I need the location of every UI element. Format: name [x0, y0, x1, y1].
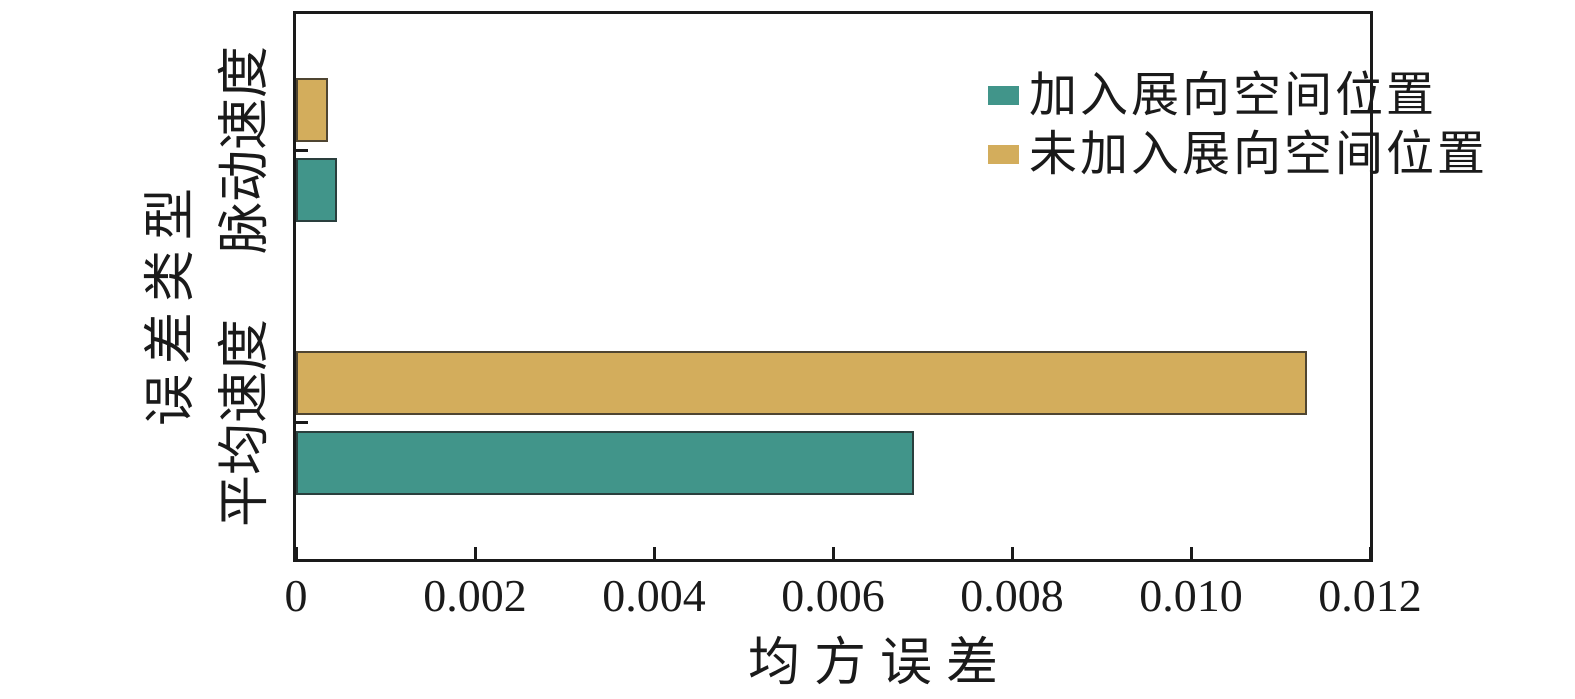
y-category-label: 脉动速度 [217, 46, 274, 255]
y-axis-label: 误差类型 [143, 177, 200, 427]
x-tick-mark [294, 547, 298, 559]
x-tick-label: 0 [284, 570, 308, 621]
x-tick-mark [1189, 547, 1193, 559]
x-tick-label: 0.008 [960, 570, 1064, 621]
x-tick-label: 0.004 [602, 570, 706, 621]
y-category-label: 平均速度 [217, 318, 274, 527]
y-tick-mark [296, 421, 308, 425]
legend-item: 未加入展向空间位置 [988, 125, 1488, 184]
x-axis-label: 均方误差 [747, 635, 1013, 692]
x-tick-label: 0.006 [781, 570, 885, 621]
y-tick-mark [296, 148, 308, 152]
legend-swatch-icon [988, 145, 1019, 164]
x-tick-label: 0.010 [1139, 570, 1243, 621]
x-tick-mark [1368, 547, 1372, 559]
legend-item: 加入展向空间位置 [988, 66, 1488, 125]
x-tick-mark [831, 547, 835, 559]
legend-label: 加入展向空间位置 [1029, 68, 1438, 122]
x-tick-mark [652, 547, 656, 559]
plot-area: 加入展向空间位置 未加入展向空间位置 [293, 11, 1485, 562]
x-tick-label: 0.012 [1318, 570, 1422, 621]
legend: 加入展向空间位置 未加入展向空间位置 [988, 66, 1488, 184]
x-tick-mark [473, 547, 477, 559]
bar-平均速度-加入展向空间位置 [296, 430, 914, 495]
bar-平均速度-未加入展向空间位置 [296, 350, 1308, 415]
x-tick-label: 0.002 [423, 570, 527, 621]
legend-label: 未加入展向空间位置 [1029, 127, 1489, 181]
x-tick-mark [1010, 547, 1014, 559]
legend-swatch-icon [988, 86, 1019, 105]
bar-脉动速度-未加入展向空间位置 [296, 78, 329, 143]
bar-脉动速度-加入展向空间位置 [296, 158, 338, 223]
